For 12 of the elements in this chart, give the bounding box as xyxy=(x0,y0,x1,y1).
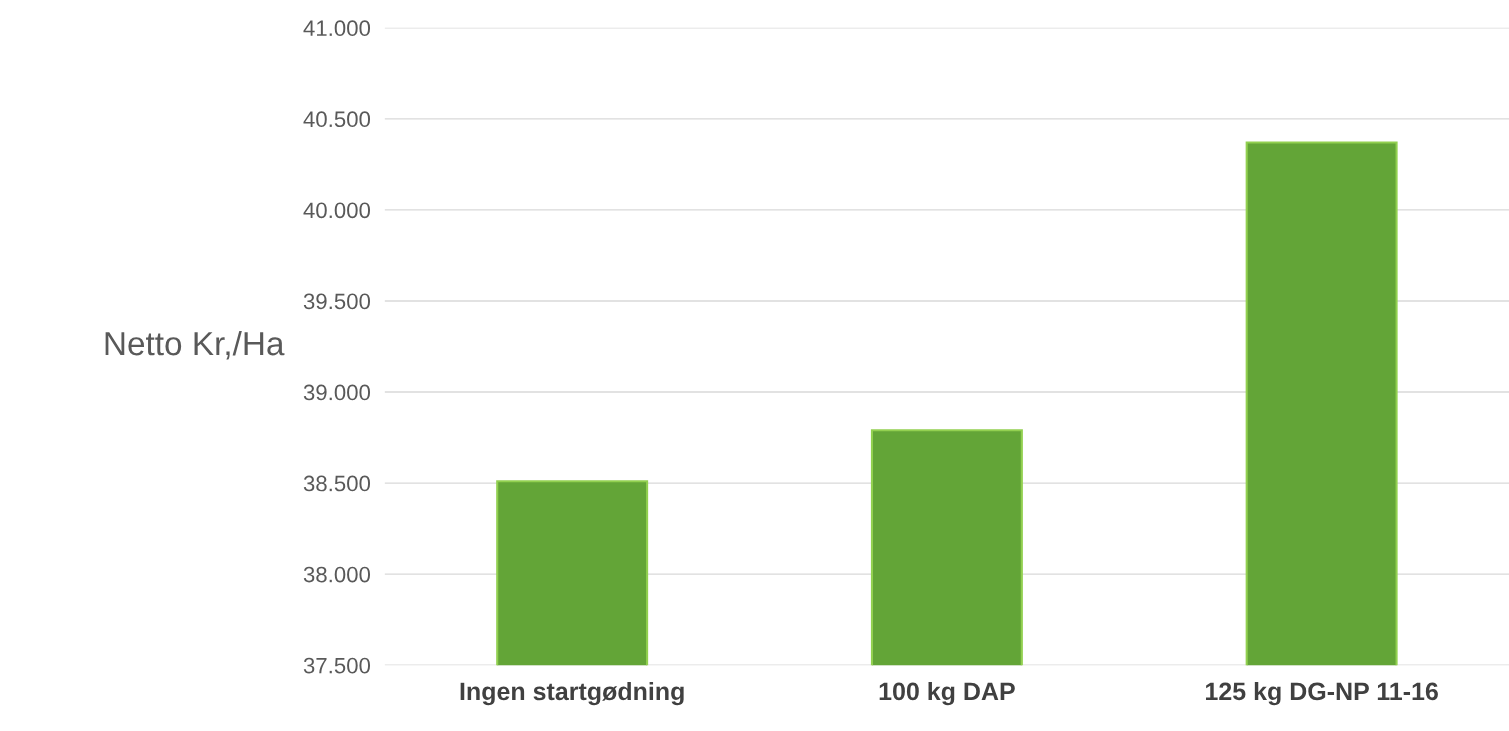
x-tick-label: 100 kg DAP xyxy=(879,681,1015,706)
y-tick-label: 40.000 xyxy=(303,202,371,219)
y-axis-title: Netto Kr,/Ha xyxy=(105,330,285,360)
y-tick-label: 38.000 xyxy=(303,566,371,583)
y-tick-label: 40.500 xyxy=(303,111,371,128)
y-tick-label: 39.500 xyxy=(303,293,371,310)
y-tick-label: 41.000 xyxy=(303,20,371,37)
x-tick-label: Ingen startgødning xyxy=(460,681,684,706)
y-tick-label: 37.500 xyxy=(303,657,371,674)
x-tick-label: 125 kg DG-NP 11-16 xyxy=(1206,681,1438,706)
y-tick-label: 38.500 xyxy=(303,475,371,492)
y-tick-label: 39.000 xyxy=(303,384,371,401)
